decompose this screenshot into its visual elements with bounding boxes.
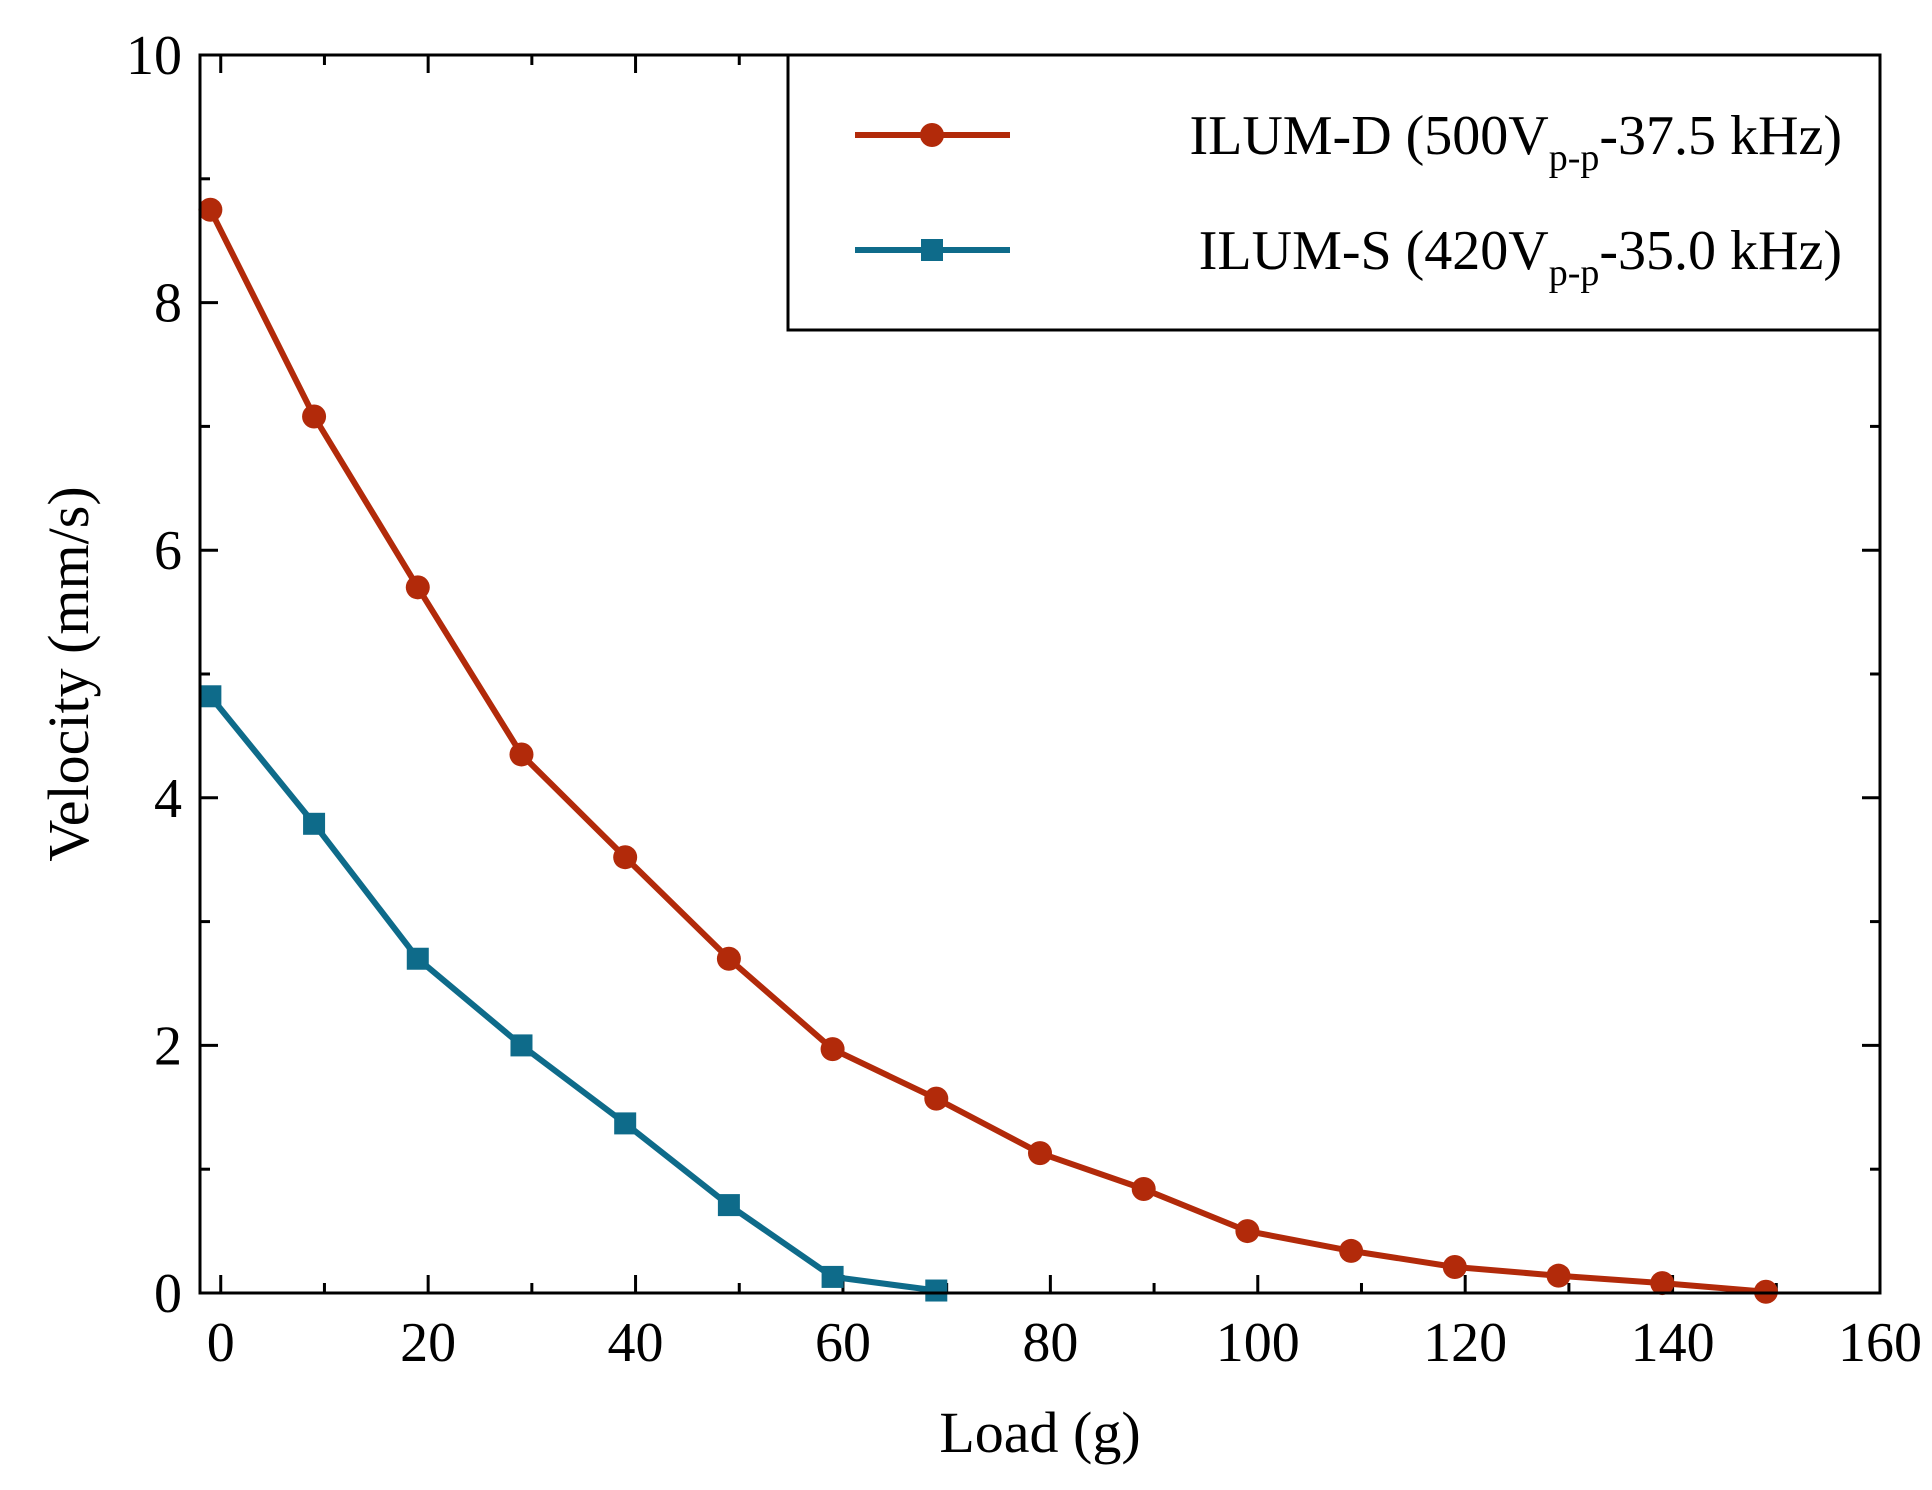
x-tick-label: 0: [207, 1312, 235, 1374]
data-point: [1442, 1255, 1467, 1280]
x-tick-label: 100: [1216, 1312, 1300, 1374]
y-axis-title: Velocity (mm/s): [36, 486, 101, 861]
x-tick-label: 40: [608, 1312, 664, 1374]
data-point: [1650, 1271, 1675, 1296]
legend-marker: [920, 123, 944, 147]
y-tick-label: 8: [154, 273, 182, 335]
x-axis-title: Load (g): [939, 1400, 1140, 1465]
y-tick-label: 10: [126, 25, 182, 87]
data-point: [510, 1034, 533, 1057]
legend-label: ILUM-S (420Vp-p-35.0 kHz): [1199, 220, 1842, 294]
x-tick-label: 80: [1022, 1312, 1078, 1374]
data-series: [198, 197, 1778, 1304]
data-point: [1546, 1263, 1571, 1288]
y-tick-label: 0: [154, 1263, 182, 1325]
x-tick-label: 140: [1631, 1312, 1715, 1374]
data-point: [1339, 1238, 1364, 1263]
series-0: [198, 197, 1778, 1304]
legend: ILUM-D (500Vp-p-37.5 kHz) ILUM-S (420Vp-p…: [786, 53, 1882, 332]
legend-entry: ILUM-S (420Vp-p-35.0 kHz): [855, 220, 1842, 294]
data-point: [1028, 1141, 1052, 1166]
data-point: [820, 1037, 845, 1062]
data-point: [1235, 1219, 1260, 1244]
data-point: [509, 742, 534, 767]
axis-tick-labels: 0 20 40 60 80 100 120 140 160 0 2 4 6 8 10: [126, 25, 1922, 1374]
y-tick-label: 2: [154, 1015, 182, 1077]
x-tick-label: 120: [1423, 1312, 1507, 1374]
data-point: [302, 404, 327, 429]
series-line: [208, 694, 937, 1294]
data-point: [303, 812, 326, 835]
legend-box: [786, 53, 1882, 332]
x-tick-label: 160: [1838, 1312, 1922, 1374]
data-point: [1131, 1177, 1156, 1202]
data-point: [717, 1194, 740, 1217]
x-tick-label: 60: [815, 1312, 871, 1374]
series-1: [199, 685, 948, 1302]
y-tick-label: 4: [154, 768, 182, 830]
legend-entry: ILUM-D (500Vp-p-37.5 kHz): [855, 105, 1842, 179]
data-point: [716, 946, 741, 971]
data-point: [405, 575, 430, 600]
data-point: [924, 1086, 949, 1111]
legend-marker: [921, 239, 943, 261]
series-line: [207, 208, 1767, 1295]
data-point: [614, 1112, 637, 1135]
data-point: [925, 1279, 948, 1302]
data-point: [198, 197, 223, 222]
data-point: [406, 947, 429, 970]
x-tick-label: 20: [400, 1312, 456, 1374]
data-point: [821, 1265, 844, 1288]
data-point: [613, 845, 638, 870]
data-point: [199, 685, 222, 708]
legend-label: ILUM-D (500Vp-p-37.5 kHz): [1189, 105, 1842, 179]
y-tick-label: 6: [154, 520, 182, 582]
